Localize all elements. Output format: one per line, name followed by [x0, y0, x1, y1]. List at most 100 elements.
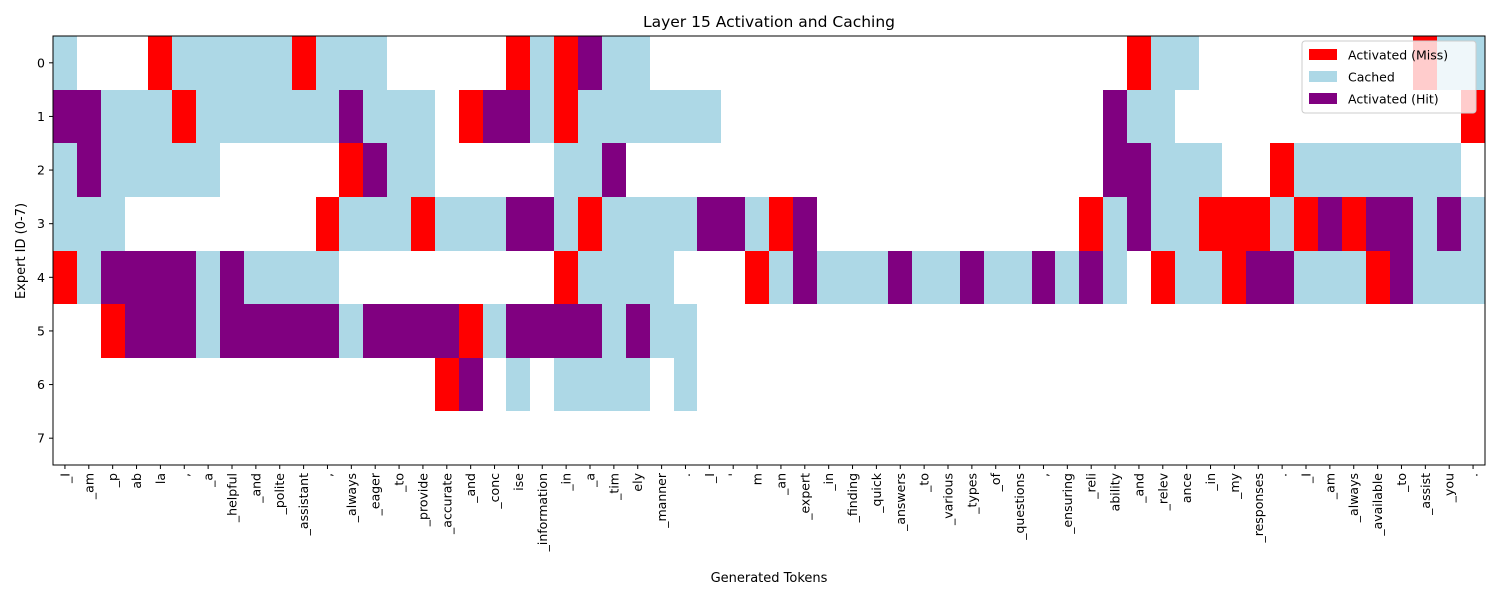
heatmap-cell [1151, 36, 1175, 90]
heatmap-cell [101, 304, 125, 358]
heatmap-cell [1032, 251, 1055, 304]
legend-label: Activated (Miss) [1348, 48, 1448, 63]
heatmap-cell [1437, 143, 1461, 197]
x-tick-label: _am [1322, 473, 1337, 500]
heatmap-cell [578, 197, 602, 251]
x-tick-label: _am [81, 473, 96, 500]
heatmap-cell [101, 90, 125, 143]
heatmap-cell [268, 304, 292, 358]
heatmap-cell [912, 251, 936, 304]
heatmap-cell [387, 197, 411, 251]
x-tick-label: _assist [1418, 473, 1433, 516]
legend-label: Cached [1348, 70, 1395, 85]
heatmap-cell [506, 197, 530, 251]
x-tick-label: _answers [893, 473, 908, 532]
heatmap-cell [172, 90, 196, 143]
heatmap-cell [1437, 197, 1461, 251]
heatmap-cell [1199, 197, 1222, 251]
heatmap-cell [960, 251, 984, 304]
x-ticks: _I _am _p ab la, _a _helpful _and _polite _assist… [57, 465, 1481, 552]
heatmap-cell [841, 251, 864, 304]
x-tick-label: _eager [368, 472, 383, 516]
heatmap-cell [125, 251, 148, 304]
y-tick-label: 6 [37, 377, 45, 392]
heatmap-cell [435, 358, 459, 411]
heatmap-cell [196, 304, 220, 358]
x-tick-label: _ensuring [1060, 473, 1075, 535]
heatmap-cell [1246, 197, 1270, 251]
heatmap-cell [196, 90, 220, 143]
heatmap-cell [1151, 90, 1175, 143]
heatmap-cell [554, 197, 578, 251]
heatmap-cell [172, 36, 196, 90]
heatmap-cell [650, 197, 674, 251]
heatmap-cell [363, 304, 387, 358]
heatmap-cell [435, 197, 459, 251]
x-tick-label: _questions [1012, 473, 1027, 541]
plot-frame [52, 35, 1486, 466]
heatmap-cell [459, 197, 483, 251]
y-tick-label: 4 [37, 270, 45, 285]
heatmap-cells [53, 36, 1485, 411]
x-tick-label: _responses [1251, 473, 1266, 544]
heatmap-cell [554, 143, 578, 197]
heatmap-cell [53, 197, 77, 251]
heatmap-cell [339, 304, 363, 358]
x-tick-label: _of [988, 472, 1003, 492]
heatmap-cell [697, 90, 721, 143]
heatmap-cell [578, 36, 602, 90]
heatmap-cell [1175, 143, 1199, 197]
x-tick-label: _finding [845, 473, 860, 523]
heatmap-cell [268, 36, 292, 90]
heatmap-cell [506, 36, 530, 90]
heatmap-cell [650, 304, 674, 358]
heatmap-cell [1055, 251, 1079, 304]
heatmap-cell [101, 251, 125, 304]
heatmap-cell [578, 90, 602, 143]
heatmap-cell [888, 251, 912, 304]
x-tick-label: , [177, 473, 192, 477]
heatmap-cell [244, 304, 268, 358]
heatmap-cell [387, 90, 411, 143]
x-tick-label: ely [630, 472, 645, 491]
x-tick-label: _available [1370, 473, 1385, 537]
heatmap-cell [387, 304, 411, 358]
x-tick-label: _expert [797, 473, 812, 521]
x-tick-label: _I [702, 473, 717, 484]
heatmap-cell [77, 143, 101, 197]
heatmap-cell [316, 251, 339, 304]
y-tick-label: 2 [37, 163, 45, 178]
heatmap-cell [292, 36, 316, 90]
heatmap-cell [506, 358, 530, 411]
heatmap-cell [674, 358, 697, 411]
x-tick-label: ance [1179, 473, 1194, 503]
x-tick-label: _accurate [439, 473, 454, 535]
heatmap-cell [578, 143, 602, 197]
heatmap-cell [363, 143, 387, 197]
x-tick-label: m [750, 473, 765, 485]
x-tick-label: _a [583, 473, 598, 488]
x-tick-label: la [153, 473, 168, 484]
x-tick-label: _information [535, 473, 550, 552]
y-tick-label: 5 [37, 323, 45, 338]
x-tick-label: _helpful [225, 473, 240, 523]
heatmap-cell [244, 36, 268, 90]
heatmap-cell [148, 143, 172, 197]
heatmap-cell [148, 36, 172, 90]
heatmap-cell [936, 251, 960, 304]
heatmap-cell [1366, 197, 1390, 251]
heatmap-cell [1127, 143, 1151, 197]
heatmap-cell [769, 251, 793, 304]
heatmap-cell [483, 197, 506, 251]
heatmap-cell [1294, 143, 1318, 197]
heatmap-cell [1246, 251, 1270, 304]
heatmap-cell [554, 358, 578, 411]
heatmap-cell [650, 251, 674, 304]
heatmap-cell [602, 304, 626, 358]
legend-swatch [1309, 93, 1337, 104]
x-tick-label: _in [1203, 473, 1218, 492]
heatmap-cell [459, 304, 483, 358]
heatmap-cell [1175, 251, 1199, 304]
x-tick-label: ab [129, 473, 144, 489]
heatmap-cell [411, 90, 435, 143]
